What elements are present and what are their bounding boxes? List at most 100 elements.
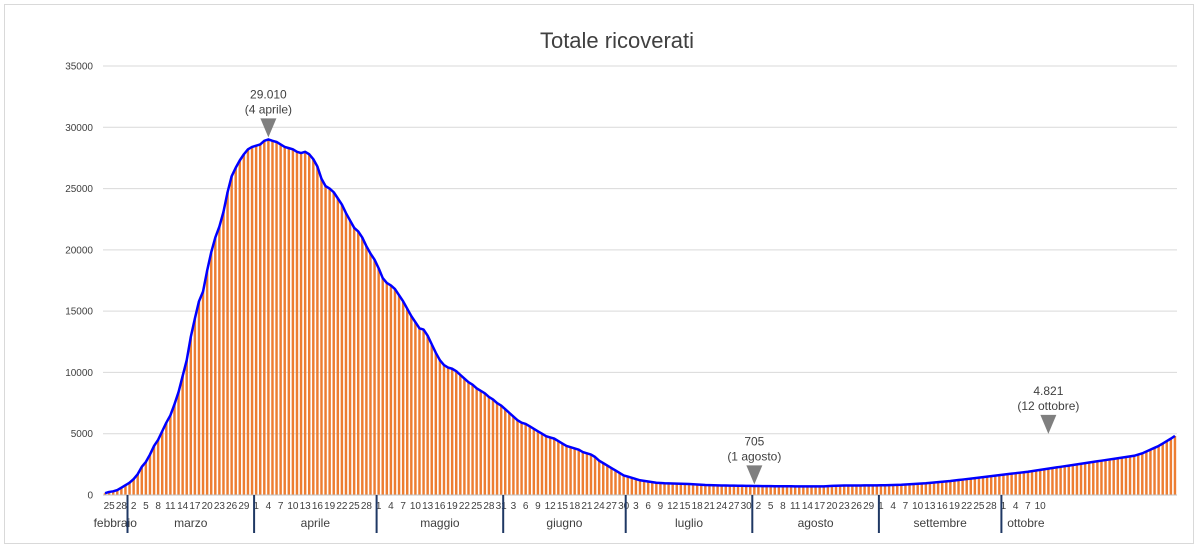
x-tick-label: 28 [361, 501, 373, 512]
bar [352, 227, 356, 495]
x-tick-label: 9 [658, 501, 664, 512]
bar [422, 329, 425, 495]
bar [810, 486, 813, 495]
x-tick-label: 16 [937, 501, 949, 512]
bar [757, 486, 760, 495]
bar [377, 268, 380, 495]
bar [483, 393, 487, 495]
bar [912, 483, 915, 495]
bar [246, 149, 250, 495]
x-tick-label: 20 [826, 501, 838, 512]
bar [267, 139, 270, 495]
bar [822, 486, 825, 495]
x-tick-label: 19 [324, 501, 336, 512]
gridlines [103, 65, 1177, 435]
bar [985, 476, 989, 495]
bar [977, 477, 981, 495]
bar [369, 253, 372, 495]
x-tick-label: 18 [692, 501, 704, 512]
bar [932, 482, 936, 495]
bar [700, 484, 703, 495]
x-tick-label: 10 [287, 501, 299, 512]
x-tick-label: 13 [300, 501, 312, 512]
x-tick-label: 4 [890, 501, 896, 512]
bar [132, 479, 135, 495]
bar [1002, 474, 1005, 495]
bar [875, 485, 879, 495]
bar [736, 485, 740, 495]
bar [761, 486, 764, 495]
x-tick-label: 1 [878, 501, 884, 512]
bar [553, 438, 556, 495]
bar [487, 396, 491, 495]
bar [924, 483, 928, 495]
bar [516, 420, 519, 495]
bar [981, 477, 985, 495]
y-tick-label: 30000 [65, 123, 93, 134]
bar [793, 486, 797, 495]
bar [1145, 451, 1148, 495]
bar [577, 449, 580, 495]
bar [863, 485, 866, 495]
x-tick-label: 14 [177, 501, 189, 512]
bar [275, 141, 278, 495]
bar [124, 485, 127, 495]
bar [634, 479, 638, 495]
x-tick-label: 16 [434, 501, 446, 512]
x-tick-label: 6 [523, 501, 529, 512]
bar [826, 486, 830, 495]
bar [295, 151, 299, 496]
bar [998, 475, 1001, 495]
bar [173, 404, 176, 495]
bar [209, 252, 213, 495]
annotation-arrow [746, 465, 763, 485]
bar [234, 167, 237, 495]
bar [651, 482, 654, 495]
bar [855, 485, 858, 495]
x-tick-label: 24 [716, 501, 728, 512]
bar [1124, 457, 1128, 495]
month-label: settembre [913, 516, 967, 530]
bar [218, 226, 221, 495]
x-tick-label: 25 [973, 501, 985, 512]
bar [418, 328, 421, 495]
bar [818, 486, 821, 495]
x-tick-label: 1 [376, 501, 382, 512]
x-tick-label: 10 [410, 501, 422, 512]
bar [851, 485, 854, 495]
bar [214, 237, 217, 495]
month-label: marzo [174, 516, 208, 530]
x-tick-label: 8 [780, 501, 786, 512]
bar [373, 259, 376, 495]
bar [708, 485, 711, 495]
bar [299, 153, 303, 496]
x-tick-label: 18 [569, 501, 581, 512]
bar [548, 437, 552, 495]
bar [916, 483, 919, 495]
bar [920, 483, 923, 495]
month-label: maggio [420, 516, 460, 530]
bar [389, 285, 393, 495]
bar [675, 483, 678, 495]
bar [238, 160, 242, 495]
annotation-value: 705 [744, 434, 764, 448]
bar [393, 289, 397, 495]
bar [1038, 469, 1042, 495]
bar [773, 486, 776, 495]
bar [814, 486, 817, 495]
bar [107, 491, 111, 495]
month-label: giugno [546, 516, 582, 530]
x-tick-label: 13 [422, 501, 434, 512]
bar [471, 384, 474, 495]
x-tick-label: 2 [131, 501, 137, 512]
bar [189, 336, 193, 495]
bar [622, 475, 625, 495]
bar [724, 485, 727, 495]
x-tick-label: 28 [116, 501, 128, 512]
bar [695, 484, 699, 495]
bar [459, 374, 462, 495]
x-axis: 25 28 2 5 8 11 14 17 20 23 26 29 1 4 7 10 13 16 19 22 25 28 1 4… [94, 494, 1177, 533]
bar [581, 452, 585, 495]
bar [765, 486, 768, 495]
x-tick-label: 17 [814, 501, 826, 512]
